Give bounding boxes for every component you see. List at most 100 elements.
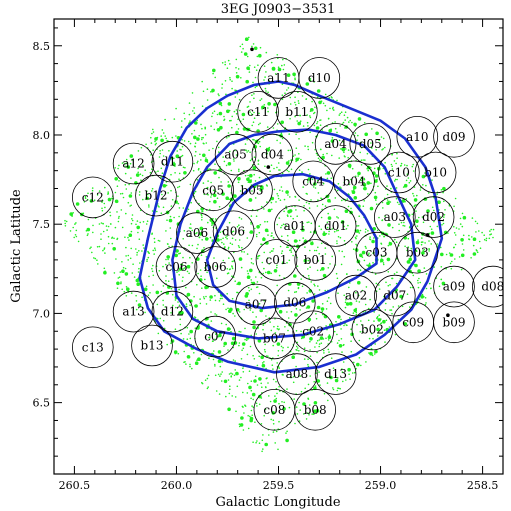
source-point: [283, 210, 285, 213]
source-point: [183, 140, 186, 142]
source-point: [64, 219, 66, 222]
source-point: [299, 120, 302, 122]
source-point: [151, 270, 154, 273]
source-point: [255, 333, 257, 335]
source-point: [295, 133, 297, 136]
source-point: [239, 423, 244, 427]
source-point: [421, 241, 424, 243]
source-point: [299, 309, 301, 311]
source-point: [275, 339, 277, 342]
source-point: [273, 325, 275, 328]
source-point: [250, 397, 252, 400]
source-point: [321, 155, 325, 160]
source-point: [394, 291, 397, 294]
source-point: [170, 287, 173, 290]
source-point: [76, 202, 78, 205]
source-point: [261, 261, 264, 264]
source-point: [370, 332, 373, 335]
source-point: [125, 246, 127, 249]
source-point: [166, 140, 168, 142]
source-point: [425, 287, 428, 290]
source-point: [292, 381, 295, 384]
source-point: [93, 257, 95, 259]
source-point: [250, 389, 253, 392]
y-axis-label: Galactic Latitude: [9, 189, 24, 303]
source-point: [264, 408, 267, 411]
source-point: [230, 372, 232, 375]
source-point: [265, 71, 267, 73]
source-point: [421, 237, 423, 239]
source-point: [320, 100, 323, 102]
source-point: [235, 113, 238, 115]
source-point: [318, 345, 321, 348]
source-point: [263, 251, 266, 254]
source-point: [298, 169, 301, 171]
source-point: [327, 339, 330, 341]
x-tick-label: 260.0: [161, 479, 193, 492]
source-point: [252, 354, 254, 357]
source-point: [332, 109, 335, 111]
source-point: [313, 293, 316, 295]
source-point: [243, 412, 245, 414]
source-point: [472, 252, 477, 256]
source-point: [184, 166, 186, 169]
source-point: [131, 214, 134, 216]
source-point: [334, 127, 337, 130]
source-point: [235, 66, 237, 69]
source-point: [227, 184, 231, 188]
source-point: [385, 281, 387, 284]
source-point: [317, 157, 320, 160]
source-point: [288, 160, 290, 162]
source-point: [175, 107, 177, 110]
source-point: [330, 139, 335, 143]
source-point: [358, 301, 361, 303]
source-point: [340, 263, 343, 266]
source-point: [279, 142, 282, 144]
source-point: [196, 247, 198, 250]
source-point: [209, 200, 211, 203]
source-point: [248, 36, 250, 39]
source-point: [323, 231, 325, 233]
source-point: [116, 185, 119, 187]
source-point: [238, 344, 240, 347]
source-point: [336, 240, 338, 242]
source-point: [311, 413, 314, 415]
source-point: [86, 227, 91, 232]
source-point: [489, 233, 491, 236]
source-point: [443, 200, 445, 203]
source-point: [136, 225, 140, 230]
source-point: [249, 64, 251, 67]
source-point: [246, 151, 248, 153]
source-point: [290, 247, 293, 249]
source-point: [235, 72, 238, 74]
source-point: [303, 258, 308, 263]
source-point: [211, 340, 214, 343]
source-point: [239, 234, 241, 236]
source-point: [290, 310, 293, 313]
source-point: [372, 337, 374, 340]
source-point: [374, 349, 378, 354]
source-point: [258, 140, 261, 143]
source-point: [237, 281, 241, 286]
source-point: [150, 154, 152, 156]
source-point: [316, 122, 318, 125]
source-point: [336, 230, 338, 232]
source-point: [260, 98, 263, 100]
source-point: [185, 363, 187, 365]
source-point: [87, 218, 90, 221]
source-point: [339, 186, 341, 188]
source-point: [246, 253, 249, 255]
source-point: [231, 260, 234, 263]
source-point: [276, 166, 278, 169]
source-point: [346, 198, 349, 200]
source-point: [154, 140, 156, 143]
source-point: [267, 257, 269, 259]
source-point: [165, 263, 167, 266]
source-point: [135, 308, 138, 311]
source-point: [333, 208, 336, 211]
source-point: [342, 380, 344, 383]
source-point: [178, 178, 180, 180]
source-point: [317, 246, 319, 249]
source-point: [229, 385, 231, 388]
source-point: [248, 177, 250, 179]
